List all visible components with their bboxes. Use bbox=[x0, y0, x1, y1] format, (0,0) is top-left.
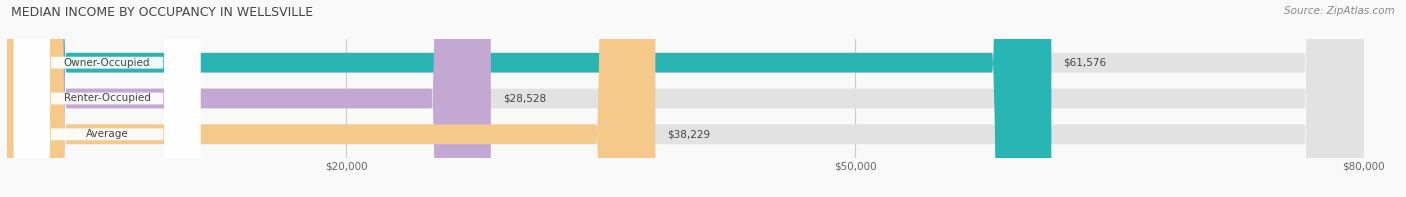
Text: MEDIAN INCOME BY OCCUPANCY IN WELLSVILLE: MEDIAN INCOME BY OCCUPANCY IN WELLSVILLE bbox=[11, 6, 314, 19]
Text: $38,229: $38,229 bbox=[668, 129, 710, 139]
Text: Source: ZipAtlas.com: Source: ZipAtlas.com bbox=[1284, 6, 1395, 16]
FancyBboxPatch shape bbox=[7, 0, 1364, 197]
FancyBboxPatch shape bbox=[7, 0, 1364, 197]
FancyBboxPatch shape bbox=[7, 0, 1052, 197]
Text: Average: Average bbox=[86, 129, 128, 139]
FancyBboxPatch shape bbox=[14, 0, 201, 197]
Text: Owner-Occupied: Owner-Occupied bbox=[63, 58, 150, 68]
FancyBboxPatch shape bbox=[14, 0, 201, 197]
FancyBboxPatch shape bbox=[14, 0, 201, 197]
Text: $61,576: $61,576 bbox=[1063, 58, 1107, 68]
FancyBboxPatch shape bbox=[7, 0, 655, 197]
FancyBboxPatch shape bbox=[7, 0, 1364, 197]
FancyBboxPatch shape bbox=[7, 0, 491, 197]
Text: Renter-Occupied: Renter-Occupied bbox=[63, 94, 150, 103]
Text: $28,528: $28,528 bbox=[503, 94, 546, 103]
